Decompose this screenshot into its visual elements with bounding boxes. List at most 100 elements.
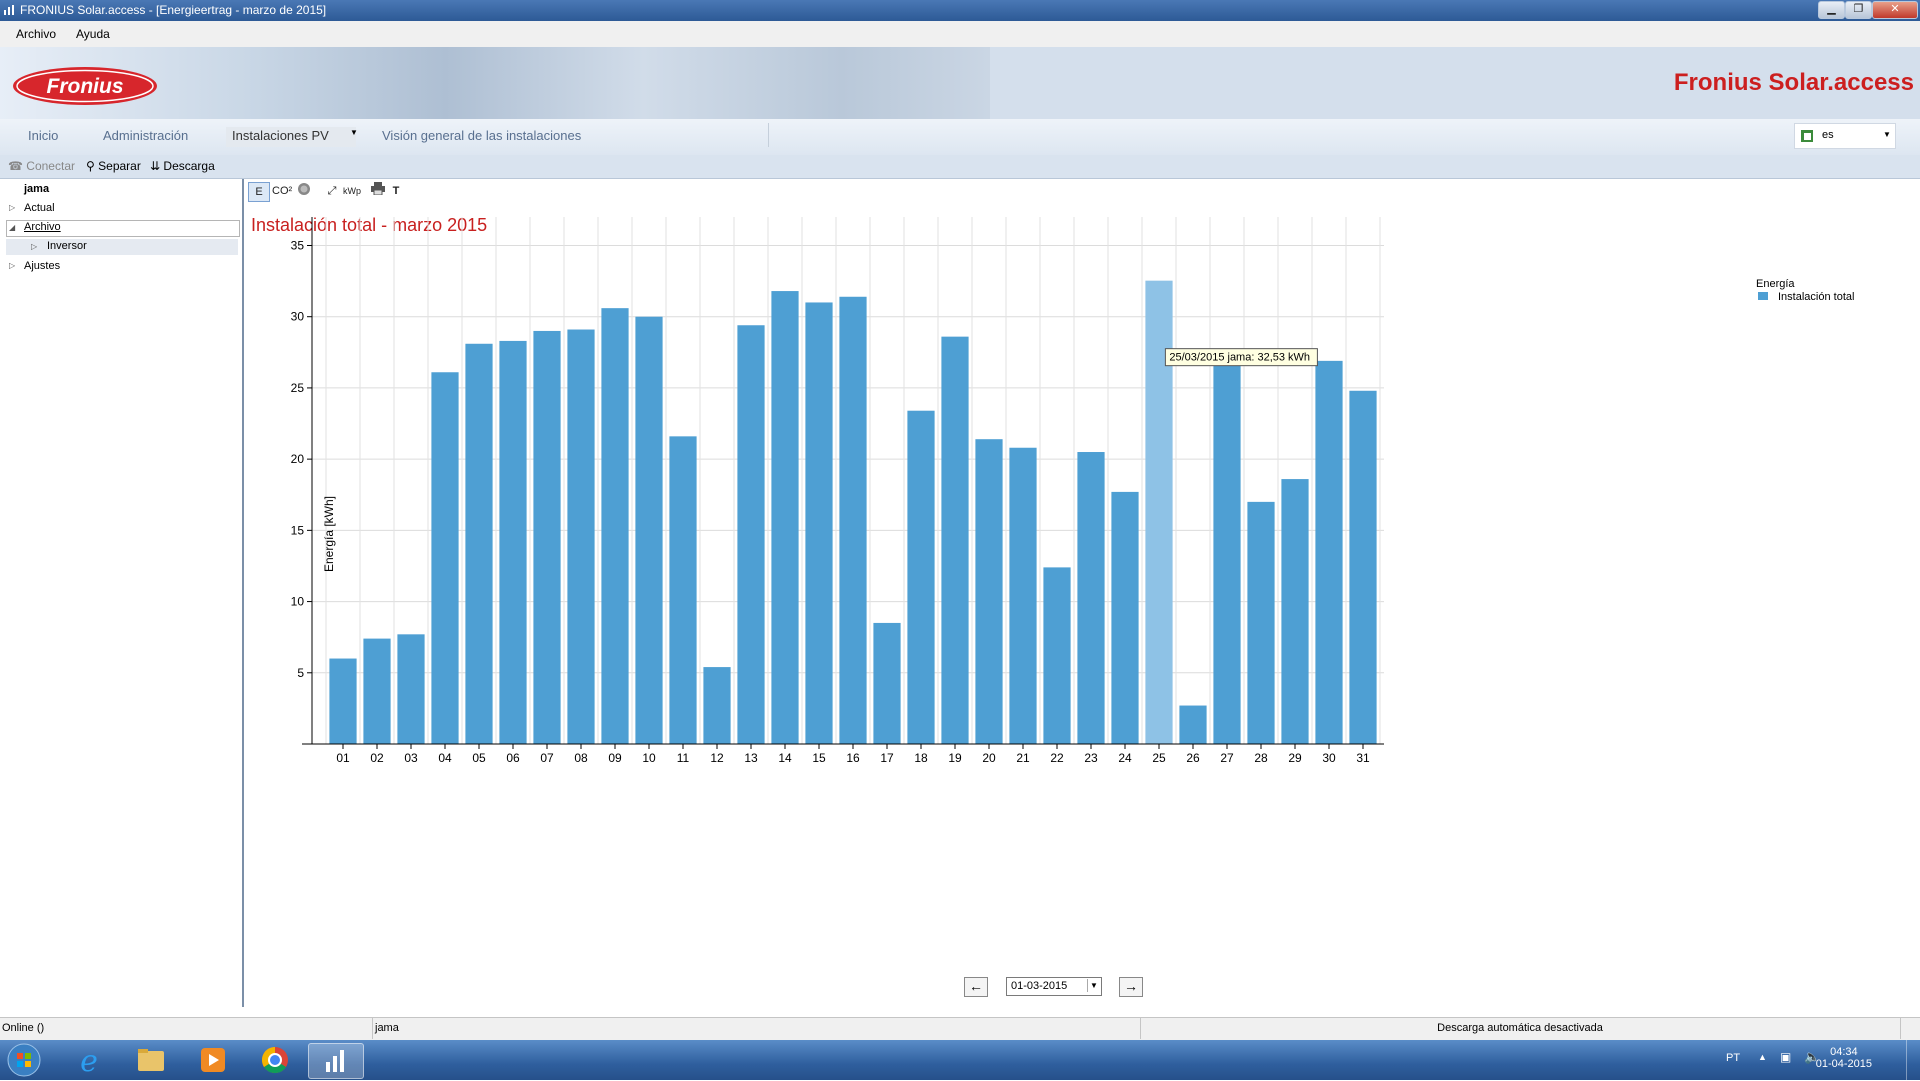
expand-icon[interactable]: ▷: [9, 203, 16, 212]
disconnect-icon: ⚲: [86, 159, 95, 173]
x-tick-label: 24: [1118, 751, 1132, 765]
maximize-button[interactable]: ❐: [1845, 1, 1872, 19]
x-tick-label: 17: [880, 751, 894, 765]
x-tick-label: 01: [336, 751, 350, 765]
media-player-icon[interactable]: [186, 1043, 240, 1077]
tree-item-ajustes[interactable]: Ajustes: [24, 260, 61, 272]
x-tick-label: 20: [982, 751, 996, 765]
bar-day-12[interactable]: [703, 667, 731, 744]
system-clock[interactable]: 04:34 01-04-2015: [1816, 1046, 1872, 1070]
y-tick-label: 20: [291, 452, 305, 466]
auto-download-status: Descarga automática desactivada: [1140, 1018, 1901, 1039]
print-icon[interactable]: [368, 182, 388, 200]
bar-day-27[interactable]: [1213, 350, 1241, 744]
start-button[interactable]: [6, 1042, 42, 1078]
legend-title: Energía: [1756, 278, 1795, 290]
keyboard-language[interactable]: PT: [1726, 1052, 1741, 1064]
internet-explorer-icon[interactable]: e: [62, 1043, 116, 1079]
date-value: 01-03-2015: [1011, 980, 1068, 992]
bar-day-08[interactable]: [567, 329, 595, 744]
x-tick-label: 19: [948, 751, 962, 765]
bar-day-23[interactable]: [1077, 452, 1105, 744]
x-tick-label: 05: [472, 751, 486, 765]
bar-day-21[interactable]: [1009, 447, 1037, 744]
tree-item-archivo[interactable]: Archivo: [24, 221, 61, 233]
chrome-icon[interactable]: [248, 1043, 302, 1077]
menu-ayuda[interactable]: Ayuda: [76, 27, 110, 41]
clock-date: 01-04-2015: [1815, 1058, 1872, 1070]
title-bar: FRONIUS Solar.access - [Energieertrag - …: [0, 0, 1920, 21]
bar-day-03[interactable]: [397, 634, 425, 744]
co2-view-button[interactable]: CO²: [272, 185, 293, 197]
bar-day-19[interactable]: [941, 336, 969, 744]
bar-day-24[interactable]: [1111, 491, 1139, 744]
download-button[interactable]: ⇊ Descarga: [150, 159, 215, 173]
date-select[interactable]: 01-03-2015 ▼: [1006, 977, 1102, 996]
bar-day-11[interactable]: [669, 436, 697, 744]
tab-administracion[interactable]: Administración: [103, 128, 189, 143]
tray-expand-icon[interactable]: ▲: [1758, 1052, 1767, 1062]
next-month-button[interactable]: →: [1119, 977, 1143, 997]
bar-day-14[interactable]: [771, 291, 799, 744]
tab-dropdown-icon[interactable]: ▼: [350, 128, 358, 137]
tree-item-actual[interactable]: Actual: [24, 202, 55, 214]
show-desktop-button[interactable]: [1906, 1040, 1920, 1080]
collapse-icon[interactable]: ◢: [9, 223, 16, 232]
bar-day-04[interactable]: [431, 372, 459, 744]
text-button[interactable]: T: [392, 185, 400, 197]
bar-day-30[interactable]: [1315, 360, 1343, 744]
network-icon[interactable]: ▣: [1780, 1050, 1792, 1064]
file-explorer-icon[interactable]: [124, 1043, 178, 1077]
bar-day-10[interactable]: [635, 316, 663, 744]
bar-day-31[interactable]: [1349, 390, 1377, 744]
x-tick-label: 02: [370, 751, 384, 765]
tab-vision-general[interactable]: Visión general de las instalaciones: [382, 128, 582, 143]
bar-day-06[interactable]: [499, 340, 527, 744]
bar-day-05[interactable]: [465, 343, 493, 744]
close-button[interactable]: ✕: [1872, 1, 1918, 19]
bar-day-28[interactable]: [1247, 501, 1275, 744]
tab-instalaciones-pv[interactable]: Instalaciones PV: [226, 127, 356, 147]
bar-day-13[interactable]: [737, 325, 765, 744]
bar-day-01[interactable]: [329, 658, 357, 744]
x-tick-label: 23: [1084, 751, 1098, 765]
x-tick-label: 16: [846, 751, 860, 765]
previous-month-button[interactable]: ←: [964, 977, 988, 997]
tab-inicio[interactable]: Inicio: [28, 128, 59, 143]
bar-day-18[interactable]: [907, 410, 935, 744]
x-tick-label: 22: [1050, 751, 1064, 765]
x-tick-label: 06: [506, 751, 520, 765]
x-tick-label: 18: [914, 751, 928, 765]
bar-day-20[interactable]: [975, 439, 1003, 744]
money-view-button[interactable]: [294, 182, 314, 200]
tree-root[interactable]: jama: [24, 183, 50, 195]
bar-day-29[interactable]: [1281, 479, 1309, 744]
x-axis: 01 02 03 04 05 06 07 08 09 10 11 12 13 14 15 16 17 18 19 20…: [302, 743, 1384, 765]
bar-day-26[interactable]: [1179, 705, 1207, 744]
menu-archivo[interactable]: Archivo: [16, 27, 57, 41]
bar-day-07[interactable]: [533, 330, 561, 744]
solar-access-taskbar-icon[interactable]: [308, 1043, 364, 1079]
minimize-button[interactable]: ▁: [1818, 1, 1845, 19]
volume-icon[interactable]: 🔈: [1804, 1049, 1821, 1064]
bar-day-09[interactable]: [601, 308, 629, 744]
bar-day-16[interactable]: [839, 296, 867, 744]
bar-day-22[interactable]: [1043, 567, 1071, 744]
expand-icon[interactable]: ▷: [31, 242, 38, 251]
tree-item-inversor[interactable]: Inversor: [47, 240, 87, 252]
fit-icon[interactable]: ⤢: [327, 185, 337, 197]
bar-day-02[interactable]: [363, 638, 391, 744]
disconnect-button[interactable]: ⚲ Separar: [86, 159, 141, 173]
bar-day-17[interactable]: [873, 622, 901, 744]
app-name: Fronius Solar.access: [1673, 69, 1914, 96]
bar-day-15[interactable]: [805, 302, 833, 744]
tree-selection: [6, 220, 240, 237]
language-select[interactable]: es ▼: [1794, 123, 1896, 149]
connect-button[interactable]: ☎ Conectar: [8, 159, 75, 173]
kwp-button[interactable]: kWp: [343, 186, 361, 196]
expand-icon[interactable]: ▷: [9, 261, 16, 270]
phone-icon: ☎: [8, 159, 23, 173]
energy-view-button[interactable]: E: [248, 182, 270, 202]
coin-icon: [298, 183, 310, 195]
nav-bar: Inicio Administración Instalaciones PV ▼…: [0, 119, 1920, 155]
